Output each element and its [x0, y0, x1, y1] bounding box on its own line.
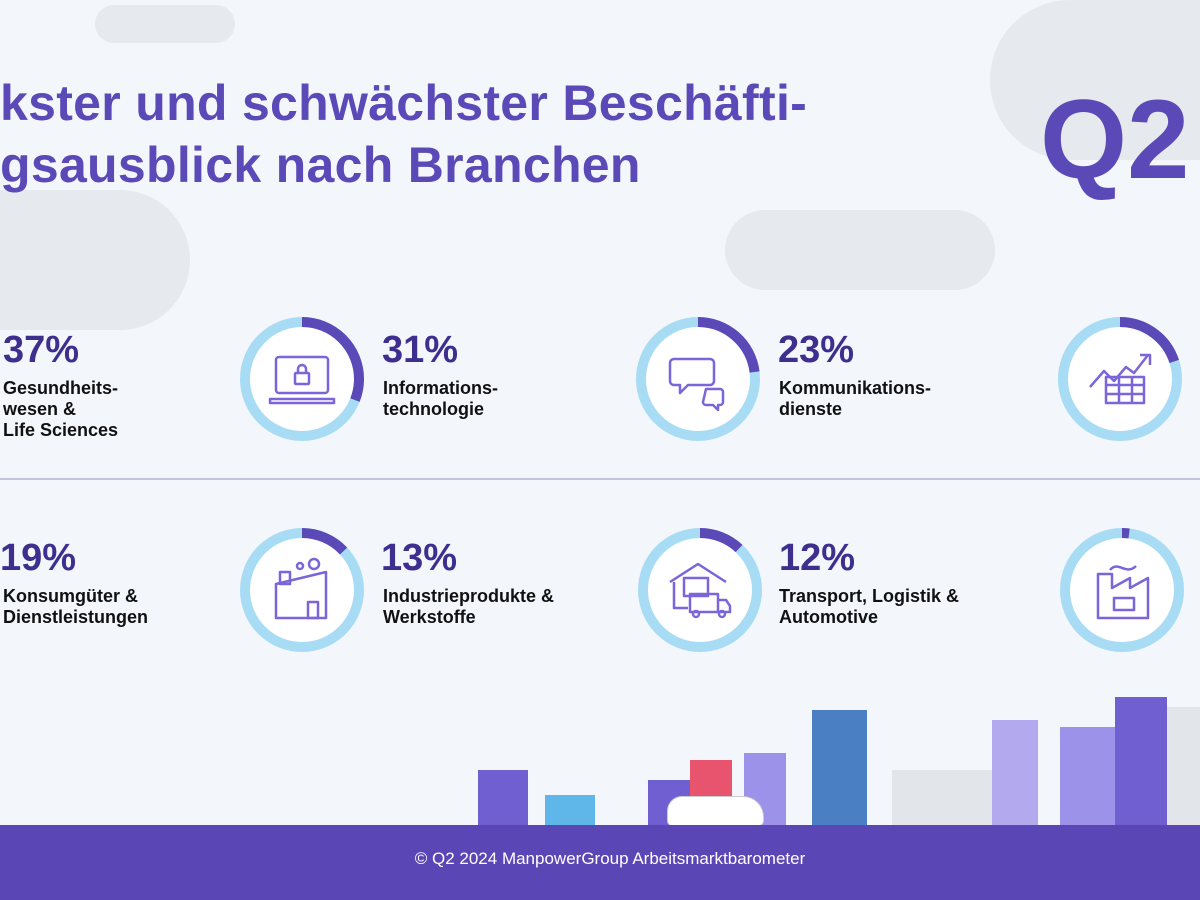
cloud — [0, 190, 190, 330]
laptop-lock-icon — [268, 355, 336, 405]
building — [992, 720, 1038, 825]
building — [892, 770, 992, 825]
donut-arc — [1060, 528, 1184, 652]
donut-chart — [240, 528, 364, 652]
title-line-1: kster und schwächster Beschäfti- — [0, 75, 808, 131]
donut-chart — [240, 317, 364, 441]
donut-chart — [1058, 317, 1182, 441]
label-line: technologie — [383, 399, 485, 419]
chat-bubbles-icon — [668, 357, 725, 412]
label-line: dienste — [779, 399, 843, 419]
cloud — [990, 0, 1200, 160]
quarter-label: Q2 — [1040, 77, 1190, 202]
label-line: Life Sciences — [3, 420, 119, 440]
chart-growth-icon — [1089, 353, 1152, 405]
donut-track — [1060, 528, 1184, 652]
label-line: Dienstleistungen — [3, 607, 149, 627]
donut-chart — [636, 317, 760, 441]
label-line: Konsumgüter & — [3, 586, 138, 606]
sector-label: Industrieprodukte & Werkstoffe — [383, 586, 554, 628]
sector-label: Kommunikations- dienste — [779, 378, 931, 420]
donut-track — [638, 528, 762, 652]
building — [812, 710, 867, 825]
cloud — [725, 210, 995, 290]
label-line: Industrieprodukte & — [383, 586, 555, 606]
building — [1167, 707, 1200, 825]
sector-percent: 13% — [381, 537, 458, 579]
footer: © Q2 2024 ManpowerGroup Arbeitsmarktbaro… — [0, 825, 1200, 900]
donut-chart — [1060, 528, 1184, 652]
sector-percent: 23% — [778, 329, 855, 371]
donut-arc — [240, 528, 364, 652]
label-line: Werkstoffe — [383, 607, 476, 627]
building — [1115, 697, 1167, 825]
donut-chart — [638, 528, 762, 652]
page-title: kster und schwächster Beschäfti- gsausbl… — [0, 72, 807, 196]
sector-percent: 31% — [382, 329, 459, 371]
label-line: Transport, Logistik & — [779, 586, 960, 606]
warehouse-truck-icon — [669, 562, 732, 619]
sector-label: Gesundheits- wesen & Life Sciences — [3, 378, 118, 441]
sector-percent: 37% — [3, 329, 80, 371]
building — [1060, 727, 1115, 825]
sector-label: Transport, Logistik & Automotive — [779, 586, 959, 628]
donut-arc — [636, 317, 760, 441]
label-line: Gesundheits- — [3, 378, 119, 398]
sector-label: Informations- technologie — [383, 378, 498, 420]
energy-plant-icon — [1096, 565, 1150, 620]
divider — [0, 478, 1200, 480]
donut-arc — [240, 317, 364, 441]
building — [545, 795, 595, 825]
label-line: Automotive — [779, 607, 878, 627]
factory-icon — [274, 557, 328, 620]
label-line: wesen & — [3, 399, 77, 419]
label-line: Informations- — [383, 378, 498, 398]
building — [478, 770, 528, 825]
label-line: Kommunikations- — [779, 378, 932, 398]
donut-arc — [1058, 317, 1182, 441]
sector-label: Konsumgüter & Dienstleistungen — [3, 586, 148, 628]
sector-percent: 12% — [779, 537, 856, 579]
footer-text: © Q2 2024 ManpowerGroup Arbeitsmarktbaro… — [414, 849, 806, 868]
car — [668, 797, 763, 825]
sector-percent: 19% — [0, 537, 77, 579]
donut-arc — [638, 528, 762, 652]
cloud — [95, 5, 235, 43]
title-line-2: gsausblick nach Branchen — [0, 137, 641, 193]
